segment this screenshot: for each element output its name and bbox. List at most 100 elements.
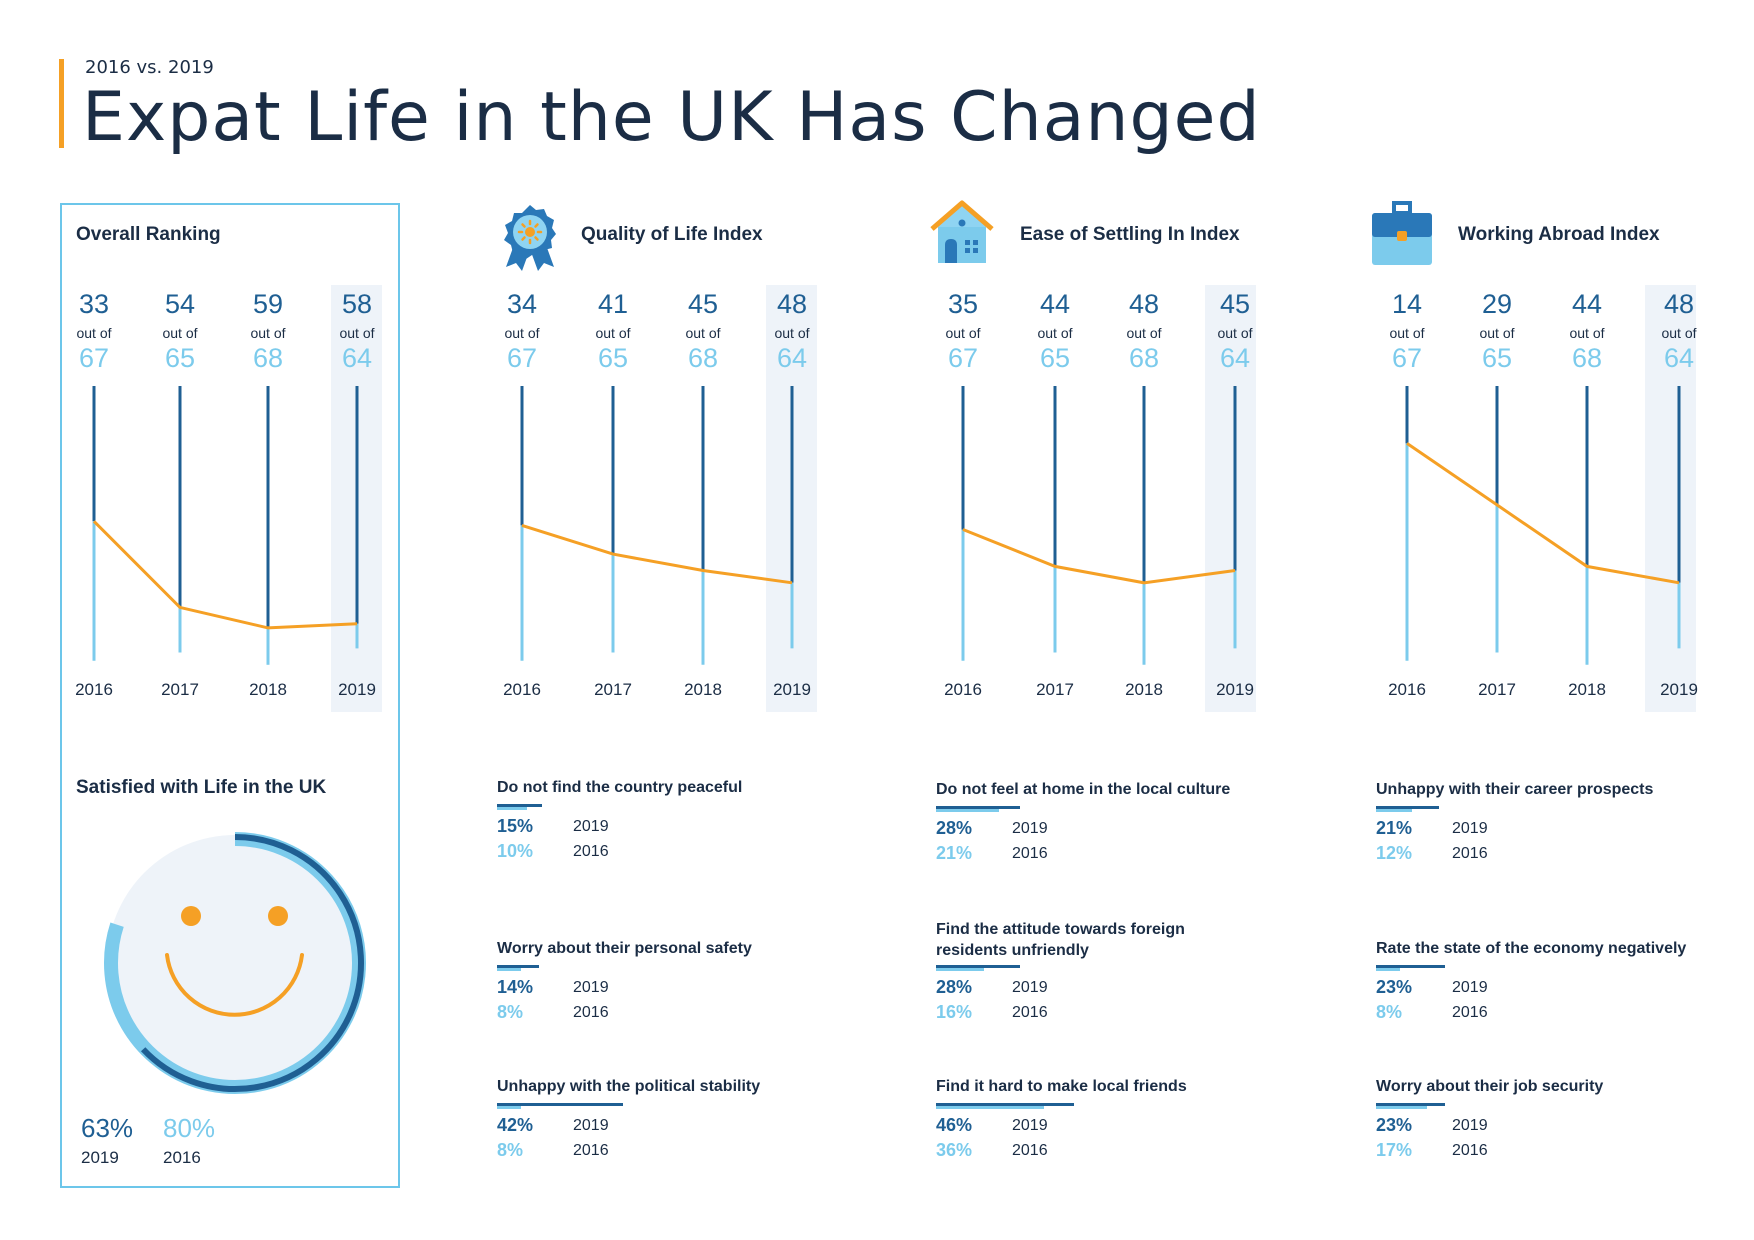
stat-year-2019: 2019: [1452, 1117, 1488, 1134]
briefcase-icon: [1372, 201, 1432, 265]
smiley-icon: [104, 832, 366, 1094]
highlight-2019-settling: [1205, 285, 1256, 712]
rank-trend-line: [92, 520, 358, 630]
stat-label: Unhappy with their career prospects: [1376, 781, 1654, 798]
stat-year-2019: 2019: [1452, 820, 1488, 837]
out-of-label: out of: [162, 325, 198, 341]
total-value: 64: [341, 343, 373, 373]
year-label: 2019: [1216, 680, 1254, 699]
rank-trend-line: [521, 523, 793, 585]
out-of-label: out of: [1479, 325, 1515, 341]
stat-value-2016: 16%: [936, 1002, 973, 1022]
stat-value-2019: 14%: [497, 977, 534, 997]
out-of-label: out of: [1389, 325, 1425, 341]
house-icon: [930, 200, 994, 263]
year-label: 2017: [594, 680, 632, 699]
total-value: 67: [506, 343, 538, 373]
total-value: 68: [252, 343, 284, 373]
total-value: 67: [1391, 343, 1423, 373]
out-of-label: out of: [774, 325, 810, 341]
bar-2019: [1376, 1103, 1445, 1106]
overall-panel-border: [60, 203, 400, 1188]
stat-value-2019: 42%: [497, 1115, 534, 1135]
out-of-label: out of: [1569, 325, 1605, 341]
bar-2019: [936, 1103, 1074, 1106]
stat-value-2019: 21%: [1376, 818, 1413, 838]
stat-value-2016: 21%: [936, 843, 973, 863]
stat-value-2016: 36%: [936, 1140, 973, 1160]
stat-year-2019: 2019: [1452, 979, 1488, 996]
page-title: Expat Life in the UK Has Changed: [82, 78, 1261, 157]
bar-2016: [1376, 809, 1412, 812]
chart-title-overall: Overall Ranking: [76, 224, 221, 245]
bar-2016: [1376, 1106, 1427, 1109]
smiley-mouth: [165, 953, 304, 1017]
rank-value: 41: [597, 289, 629, 319]
total-value: 65: [1481, 343, 1513, 373]
total-value: 65: [597, 343, 629, 373]
smiley-left-eye: [181, 906, 201, 926]
stat-value-2016: 17%: [1376, 1140, 1413, 1160]
stat-label: Find it hard to make local friends: [936, 1078, 1187, 1095]
out-of-label: out of: [250, 325, 286, 341]
out-of-label: out of: [76, 325, 112, 341]
total-value: 67: [78, 343, 110, 373]
satisfaction-2019-year: 2019: [81, 1148, 119, 1167]
total-value: 65: [1039, 343, 1071, 373]
stat-label: Worry about their personal safety: [497, 940, 752, 957]
stat-value-2016: 8%: [497, 1002, 524, 1022]
rank-value: 44: [1571, 289, 1603, 319]
stat-value-2016: 8%: [497, 1140, 524, 1160]
stat-year-2016: 2016: [1452, 845, 1488, 862]
stat-year-2016: 2016: [1012, 1004, 1048, 1021]
out-of-label: out of: [1126, 325, 1162, 341]
bar-2016: [497, 807, 527, 810]
stat-year-2019: 2019: [1012, 820, 1048, 837]
rank-value: 59: [252, 289, 284, 319]
year-label: 2016: [503, 680, 541, 699]
total-value: 67: [947, 343, 979, 373]
satisfaction-2019-value: 63%: [81, 1113, 134, 1143]
bar-2016: [1376, 968, 1400, 971]
bar-2019: [936, 965, 1020, 968]
stat-value-2019: 23%: [1376, 1115, 1413, 1135]
year-label: 2016: [75, 680, 113, 699]
stat-year-2016: 2016: [573, 843, 609, 860]
total-value: 65: [164, 343, 196, 373]
rank-value: 44: [1039, 289, 1071, 319]
stat-year-2019: 2019: [1012, 1117, 1048, 1134]
stat-label: Worry about their job security: [1376, 1078, 1604, 1095]
out-of-label: out of: [339, 325, 375, 341]
bar-2019: [1376, 965, 1445, 968]
stat-year-2019: 2019: [573, 1117, 609, 1134]
year-label: 2019: [1660, 680, 1698, 699]
ease-of-settling-chart: [961, 386, 1237, 665]
rank-value: 45: [1219, 289, 1251, 319]
bar-2016: [936, 809, 999, 812]
satisfaction-2019-arc: [140, 834, 364, 1092]
year-label: 2018: [684, 680, 722, 699]
rank-value: 58: [341, 289, 373, 319]
total-value: 64: [776, 343, 808, 373]
stat-year-2019: 2019: [573, 979, 609, 996]
total-value: 68: [687, 343, 719, 373]
year-label: 2018: [1568, 680, 1606, 699]
stat-value-2016: 12%: [1376, 843, 1413, 863]
stat-year-2016: 2016: [573, 1142, 609, 1159]
year-label: 2016: [1388, 680, 1426, 699]
satisfaction-2016-value: 80%: [163, 1113, 216, 1143]
year-label: 2017: [161, 680, 199, 699]
bar-2019: [497, 1103, 623, 1106]
year-label: 2017: [1478, 680, 1516, 699]
year-label: 2018: [249, 680, 287, 699]
bar-2019: [1376, 806, 1439, 809]
year-label: 2016: [944, 680, 982, 699]
title-accent-bar: [59, 59, 64, 148]
page-subtitle: 2016 vs. 2019: [85, 57, 214, 78]
award-icon: [504, 205, 556, 271]
stat-value-2019: 28%: [936, 977, 973, 997]
out-of-label: out of: [1037, 325, 1073, 341]
rank-value: 33: [78, 289, 110, 319]
bar-2016: [936, 1106, 1044, 1109]
